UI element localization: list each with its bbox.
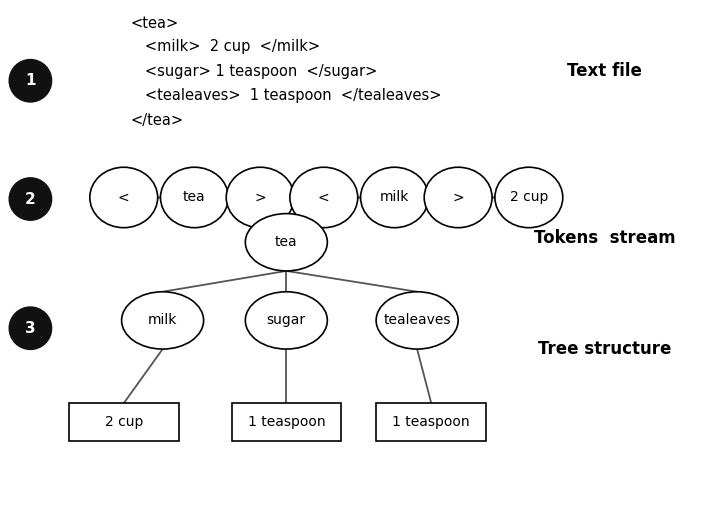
Text: Tokens  stream: Tokens stream [534,229,675,247]
Text: <tealeaves>  1 teaspoon  </tealeaves>: <tealeaves> 1 teaspoon </tealeaves> [131,89,441,103]
Text: 3: 3 [25,321,36,336]
Text: <: < [318,191,329,204]
Text: tea: tea [183,191,206,204]
Text: milk: milk [380,191,409,204]
FancyBboxPatch shape [376,403,486,441]
Text: sugar: sugar [267,314,306,327]
Text: 2 cup: 2 cup [105,415,143,429]
Text: Text file: Text file [567,63,642,80]
Text: 1 teaspoon: 1 teaspoon [247,415,325,429]
Text: 2: 2 [25,192,36,206]
Text: >: > [452,191,464,204]
Ellipse shape [361,167,428,228]
Ellipse shape [122,292,204,349]
Ellipse shape [9,178,52,220]
Text: <tea>: <tea> [131,16,179,31]
FancyBboxPatch shape [232,403,341,441]
Text: milk: milk [148,314,177,327]
Text: <: < [118,191,129,204]
Text: tea: tea [275,235,298,249]
Ellipse shape [495,167,563,228]
Text: 1 teaspoon: 1 teaspoon [392,415,470,429]
Text: >: > [255,191,266,204]
Text: <sugar> 1 teaspoon  </sugar>: <sugar> 1 teaspoon </sugar> [131,64,377,79]
FancyBboxPatch shape [69,403,178,441]
Text: 1: 1 [25,73,35,88]
Text: </tea>: </tea> [131,113,184,128]
Ellipse shape [290,167,358,228]
Ellipse shape [160,167,228,228]
Ellipse shape [90,167,158,228]
Text: <milk>  2 cup  </milk>: <milk> 2 cup </milk> [131,40,320,54]
Text: tealeaves: tealeaves [383,314,451,327]
Ellipse shape [424,167,492,228]
Ellipse shape [245,292,327,349]
Text: Tree structure: Tree structure [538,340,671,358]
Ellipse shape [9,307,52,350]
Ellipse shape [245,214,327,271]
Ellipse shape [9,59,52,102]
Ellipse shape [226,167,294,228]
Ellipse shape [376,292,458,349]
Text: 2 cup: 2 cup [510,191,548,204]
